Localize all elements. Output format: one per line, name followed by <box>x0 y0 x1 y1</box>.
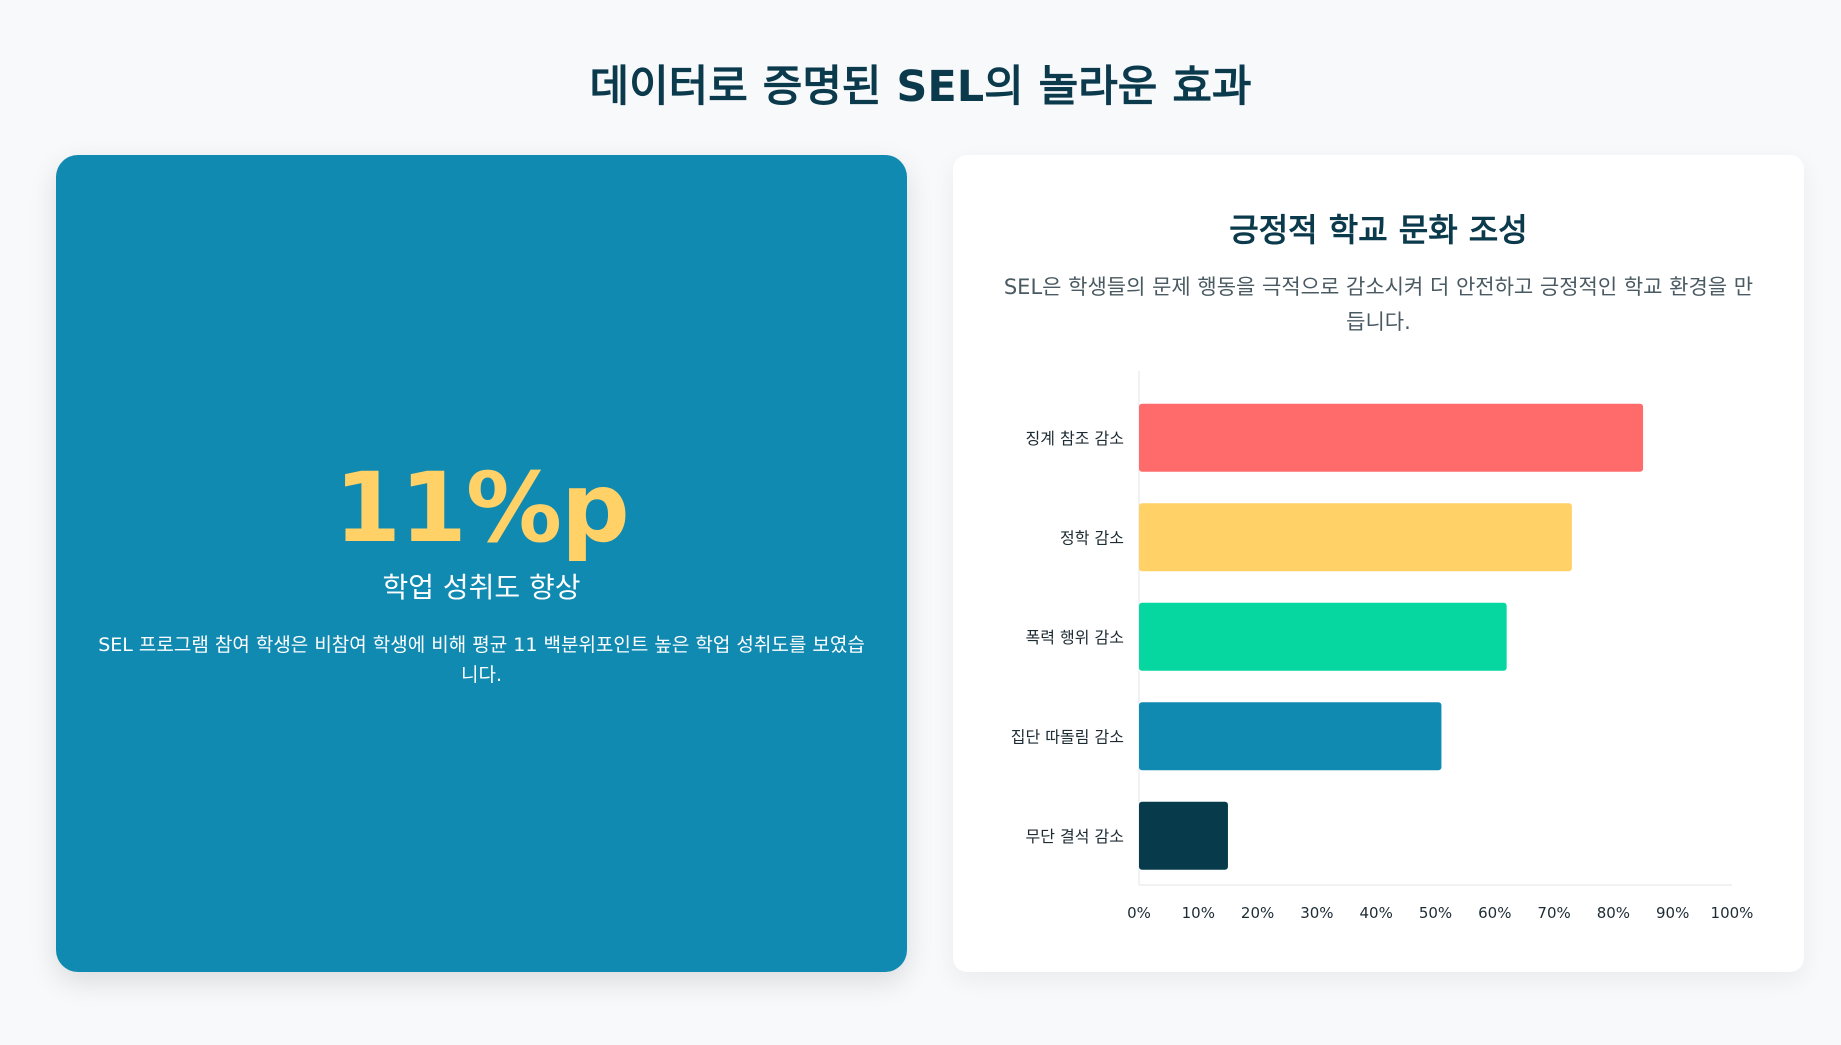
category-label-4: 집단 따돌림 감소 <box>1011 727 1124 746</box>
x-tick-label-90: 90% <box>1656 904 1689 922</box>
stat-label: 학업 성취도 향상 <box>382 571 581 604</box>
x-tick-label-100: 100% <box>1711 904 1754 922</box>
bar-4 <box>1139 702 1442 771</box>
x-tick-label-20: 20% <box>1241 904 1274 922</box>
chart-title: 긍정적 학교 문화 조성 <box>1229 211 1528 249</box>
bar-5 <box>1139 801 1228 870</box>
bar-1 <box>1139 403 1644 472</box>
academic-achievement-card: 11%p 학업 성취도 향상 SEL 프로그램 참여 학생은 비참여 학생에 비… <box>56 155 907 972</box>
x-tick-label-40: 40% <box>1360 904 1393 922</box>
x-tick-label-70: 70% <box>1537 904 1570 922</box>
category-label-3: 폭력 행위 감소 <box>1026 628 1125 647</box>
stat-value: 11%p <box>334 452 630 564</box>
category-label-2: 정학 감소 <box>1060 528 1124 547</box>
bar-3 <box>1139 602 1507 671</box>
bar-2 <box>1139 503 1572 572</box>
x-tick-label-0: 0% <box>1127 904 1151 922</box>
category-label-5: 무단 결석 감소 <box>1026 827 1125 846</box>
stat-content: 11%p 학업 성취도 향상 SEL 프로그램 참여 학생은 비참여 학생에 비… <box>96 460 867 690</box>
x-tick-label-60: 60% <box>1478 904 1511 922</box>
stat-description: SEL 프로그램 참여 학생은 비참여 학생에 비해 평균 11 백분위포인트 … <box>98 634 865 686</box>
category-label-1: 징계 참조 감소 <box>1026 429 1125 448</box>
x-tick-label-10: 10% <box>1182 904 1215 922</box>
x-tick-label-30: 30% <box>1300 904 1333 922</box>
x-tick-label-50: 50% <box>1419 904 1452 922</box>
x-tick-label-80: 80% <box>1597 904 1630 922</box>
page-title: 데이터로 증명된 SEL의 놀라운 효과 <box>589 62 1252 112</box>
chart-subtitle: SEL은 학생들의 문제 행동을 극적으로 감소시켜 더 안전하고 긍정적인 학… <box>1003 275 1754 334</box>
school-culture-chart-card: 긍정적 학교 문화 조성 SEL은 학생들의 문제 행동을 극적으로 감소시켜 … <box>953 155 1804 972</box>
